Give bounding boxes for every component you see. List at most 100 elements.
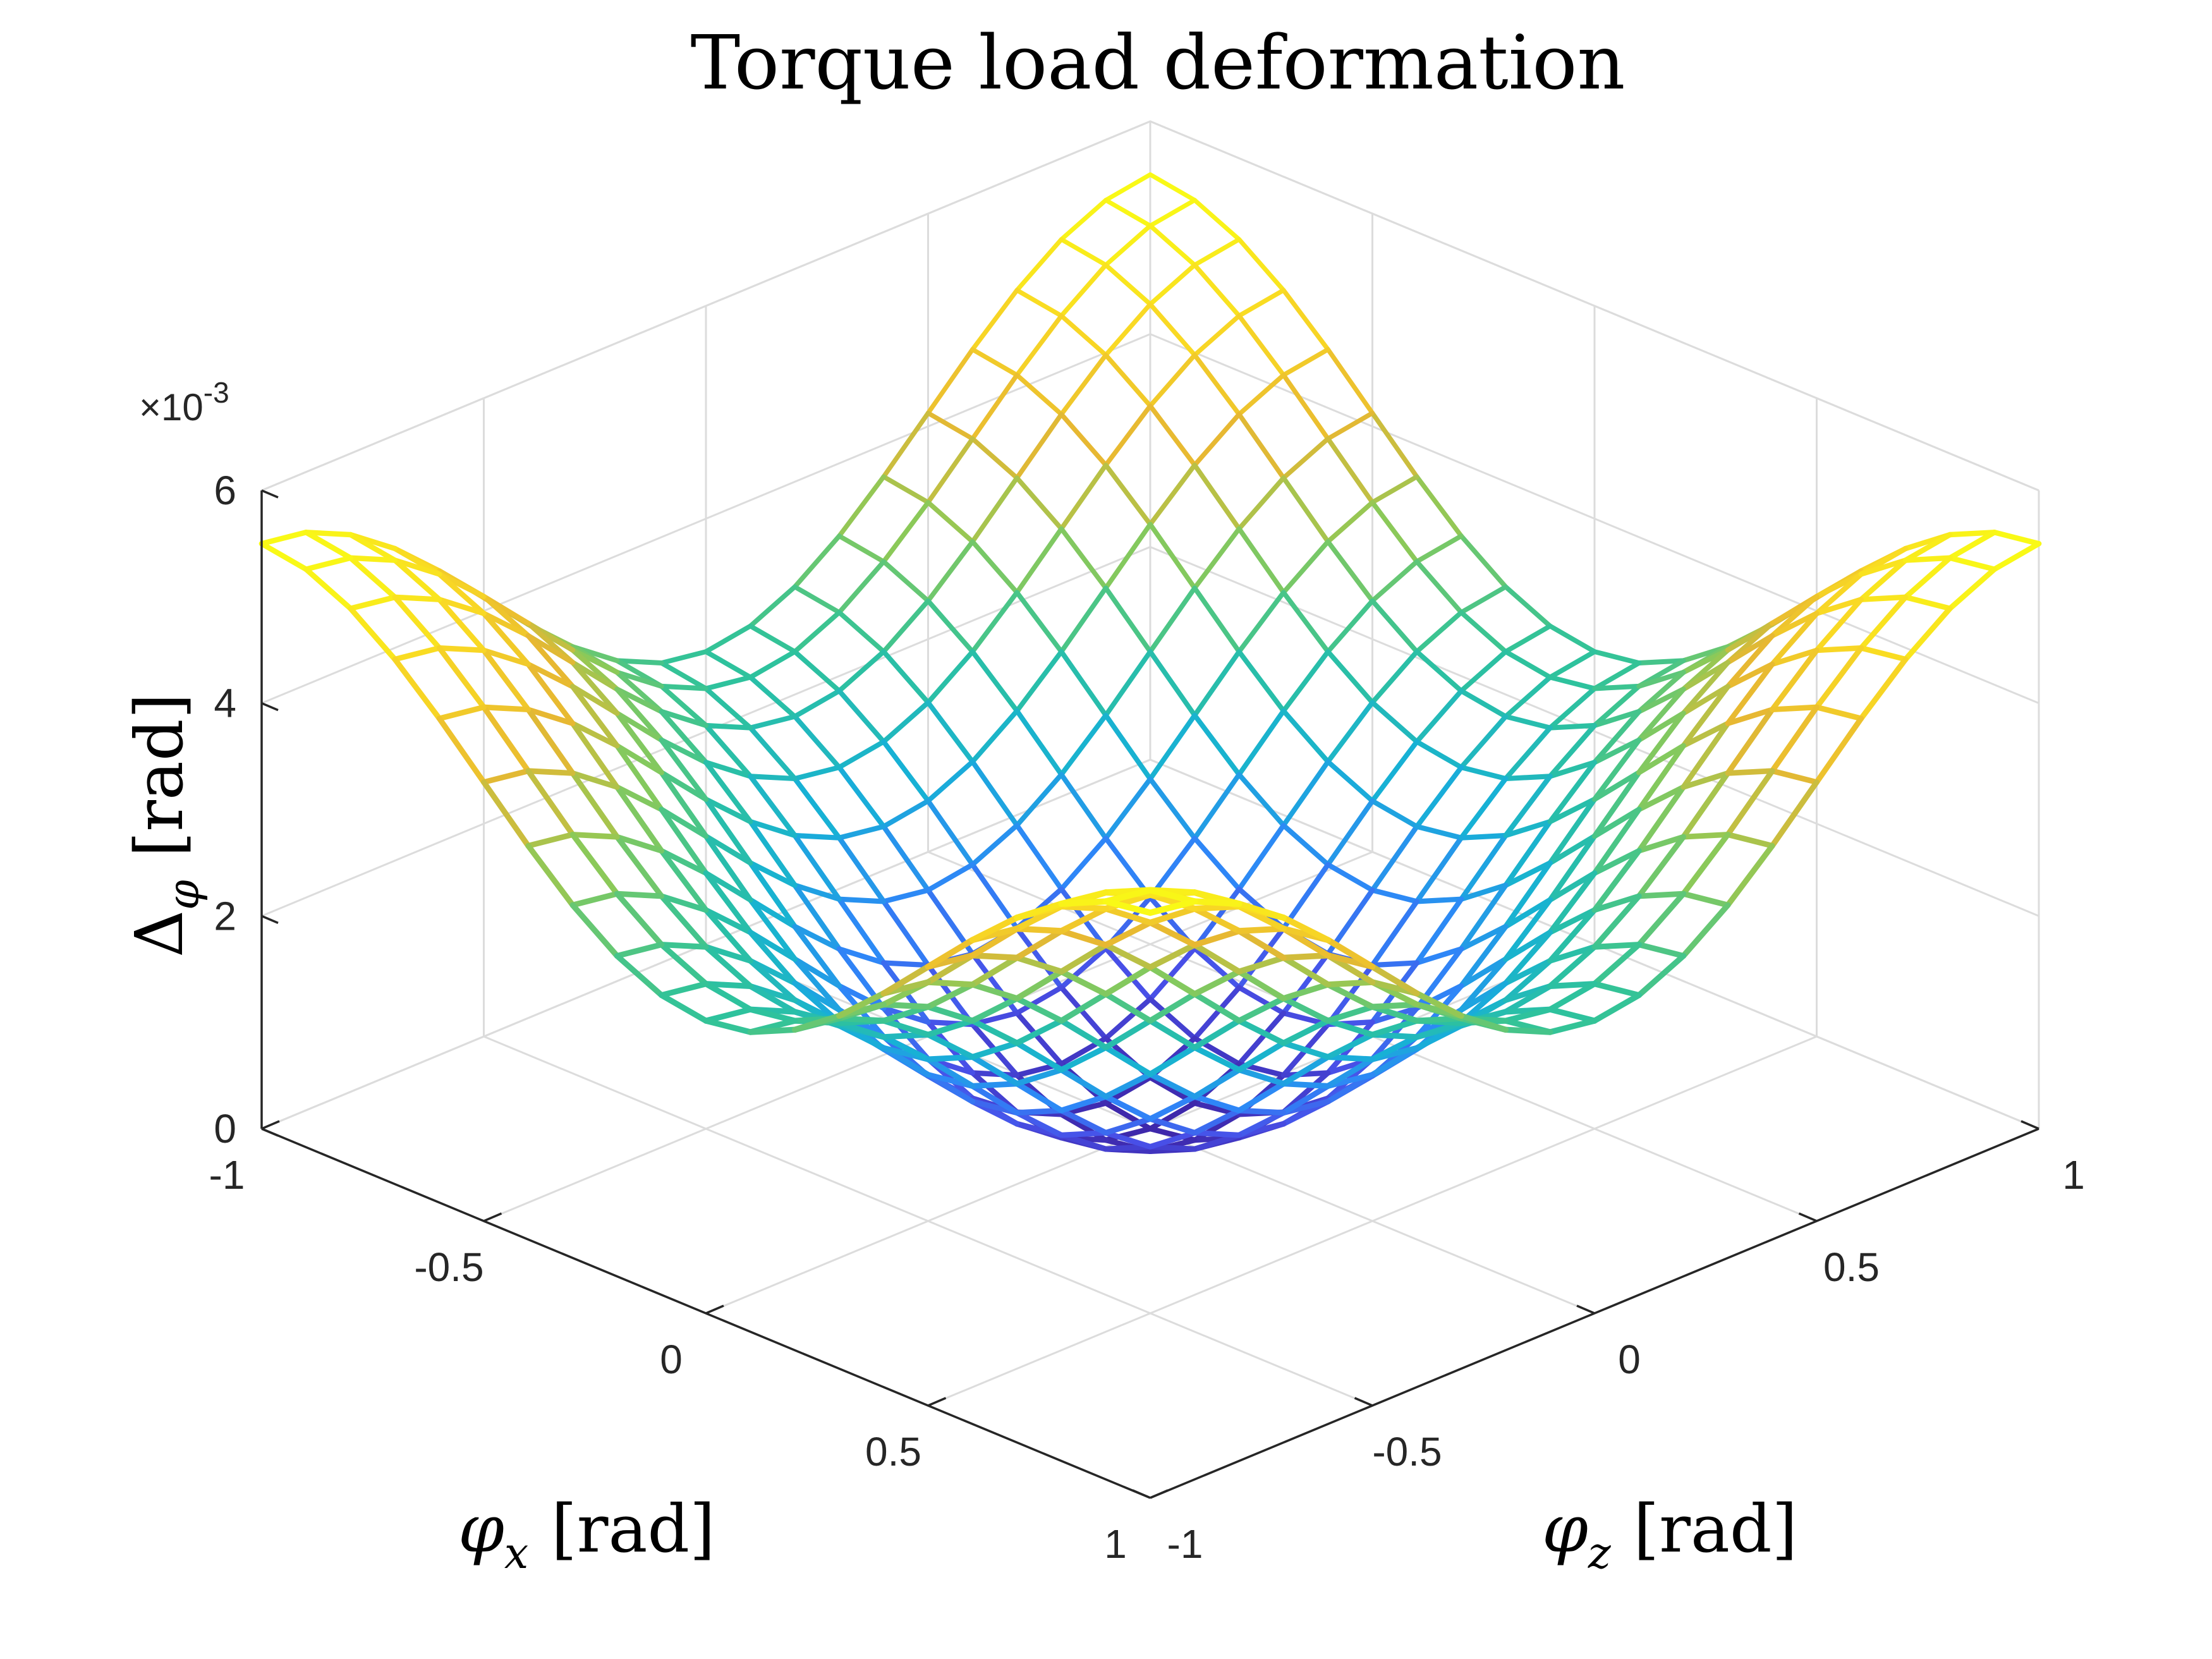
mesh-segment	[1191, 1067, 1243, 1100]
mesh-segment	[1459, 765, 1509, 781]
mesh-segment	[748, 774, 798, 782]
mesh-segment	[1147, 1044, 1198, 1078]
y-tick-label: 1	[2062, 1152, 2085, 1198]
mesh-segment	[881, 474, 931, 505]
mesh-segment	[1103, 585, 1153, 654]
mesh-segment	[1103, 172, 1153, 203]
mesh-segment	[1814, 704, 1864, 722]
mesh-segment	[1503, 623, 1553, 654]
mesh-segment	[1102, 887, 1153, 905]
mesh-segment	[1191, 1093, 1243, 1114]
mesh-segment	[481, 768, 532, 785]
mesh-segment	[1591, 848, 1642, 913]
mesh-segment	[1236, 237, 1286, 293]
mesh-segment	[1547, 649, 1597, 680]
mesh-segment	[1458, 882, 1509, 952]
mesh-segment	[969, 759, 1020, 828]
z-axis-label-symbol: Δ	[121, 910, 198, 957]
mesh-segment	[1503, 897, 1553, 930]
mesh-segment	[969, 1083, 1020, 1116]
mesh-segment	[614, 658, 664, 665]
mesh-segment	[1014, 995, 1065, 1024]
mesh-segment	[1059, 463, 1109, 532]
mesh-segment	[1103, 463, 1153, 527]
mesh-segment	[1769, 779, 1820, 849]
mesh-segment	[1370, 960, 1419, 968]
mesh-segment	[1102, 920, 1153, 948]
mesh-segment	[1591, 708, 1642, 765]
mesh-segment	[1502, 1026, 1553, 1035]
mesh-segment	[1370, 899, 1419, 968]
mesh-segment	[1147, 1093, 1198, 1122]
surface-mesh	[258, 172, 2042, 1155]
mesh-segment	[925, 700, 975, 765]
mesh-segment	[836, 739, 887, 770]
mesh-segment	[1459, 714, 1509, 770]
mesh-segment	[748, 860, 798, 930]
mesh-segment	[1370, 823, 1419, 893]
mesh-segment	[1325, 1018, 1376, 1038]
mesh-segment	[437, 571, 487, 616]
mesh-segment	[792, 882, 842, 952]
wall-top-edge	[261, 120, 2039, 492]
z-tick-mark	[261, 1127, 279, 1137]
mesh-segment	[881, 823, 931, 893]
mesh-segment	[392, 656, 442, 722]
mesh-segment	[1147, 1071, 1198, 1100]
mesh-segment	[1236, 649, 1286, 714]
mesh-segment	[1680, 770, 1731, 790]
mesh-segment	[881, 559, 931, 604]
mesh-segment	[1547, 796, 1598, 825]
mesh-segment	[1769, 768, 1820, 785]
mesh-segment	[614, 784, 665, 854]
mesh-segment	[1236, 475, 1286, 532]
mesh-segment	[1058, 928, 1109, 948]
mesh-segment	[1147, 1018, 1198, 1051]
mesh-segment	[258, 540, 309, 572]
mesh-segment	[614, 834, 665, 899]
mesh-segment	[1014, 954, 1065, 975]
mesh-segment	[1192, 772, 1242, 841]
mesh-segment	[925, 861, 975, 893]
mesh-segment	[1680, 720, 1731, 749]
mesh-segment	[1370, 887, 1419, 904]
mesh-segment	[703, 944, 753, 989]
mesh-segment	[1280, 861, 1331, 931]
mesh-segment	[1236, 708, 1286, 777]
mesh-segment	[970, 475, 1019, 544]
mesh-segment	[1636, 784, 1686, 813]
mesh-segment	[703, 796, 753, 825]
floor-gridline-y	[483, 1035, 1373, 1407]
mesh-segment	[1680, 720, 1731, 790]
mesh-segment	[1236, 411, 1286, 480]
mesh-segment	[1014, 708, 1064, 777]
mesh-segment	[1725, 661, 1775, 690]
mesh-segment	[481, 611, 531, 639]
mesh-segment	[925, 798, 975, 867]
mesh-segment	[525, 832, 576, 849]
mesh-segment	[1148, 223, 1197, 267]
mesh-segment	[748, 714, 798, 731]
z-tick-mark	[261, 489, 279, 499]
mesh-segment	[703, 623, 753, 654]
mesh-segment	[1147, 898, 1198, 916]
mesh-segment	[659, 942, 709, 987]
mesh-segment	[1814, 715, 1864, 785]
mesh-segment	[1236, 1040, 1287, 1073]
mesh-segment	[1369, 1001, 1420, 1010]
mesh-segment	[1458, 882, 1509, 902]
mesh-segment	[1103, 198, 1153, 228]
mesh-segment	[1148, 712, 1198, 782]
mesh-segment	[881, 960, 931, 968]
mesh-segment	[1281, 539, 1330, 595]
mesh-segment	[1014, 1107, 1064, 1116]
mesh-segment	[1414, 649, 1464, 694]
mesh-segment	[1325, 700, 1375, 765]
mesh-segment	[792, 775, 842, 841]
mesh-segment	[1103, 1018, 1153, 1051]
mesh-segment	[1636, 834, 1687, 854]
mesh-segment	[925, 937, 976, 970]
mesh-segment	[1236, 901, 1287, 921]
mesh-segment	[1414, 835, 1464, 904]
mesh-segment	[348, 555, 398, 563]
